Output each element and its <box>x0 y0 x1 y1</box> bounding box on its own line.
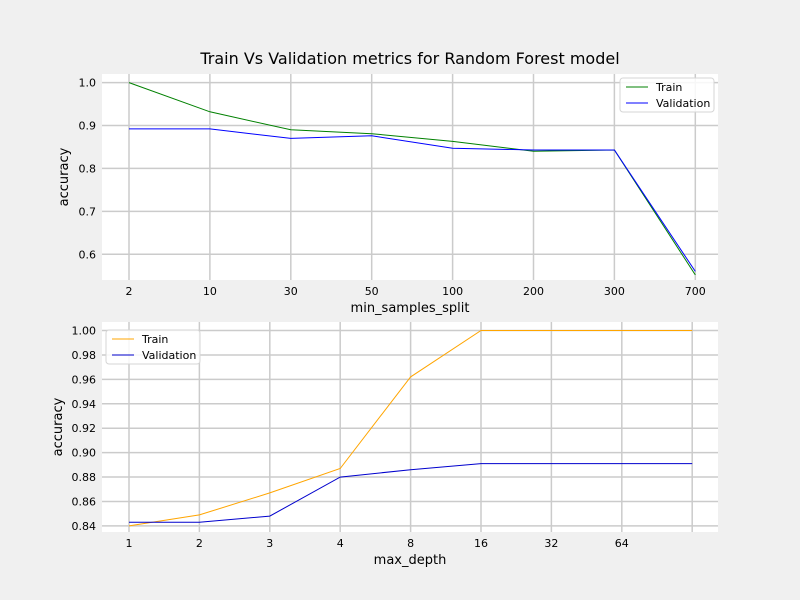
x-tick-label: 10 <box>203 285 217 298</box>
legend: Train Validation <box>105 329 201 365</box>
y-tick-label: 0.9 <box>79 120 97 133</box>
x-tick-label: 32 <box>544 537 558 550</box>
chart-max-depth: 0.84 0.86 0.88 0.90 0.92 0.94 0.96 0.98 1.00 1 2 3 4… <box>51 322 718 568</box>
y-axis-label: accuracy <box>57 147 72 206</box>
series-line-validation <box>129 128 696 272</box>
legend-label: Train <box>141 333 168 346</box>
x-tick-label: 200 <box>523 285 544 298</box>
plot-area <box>102 74 718 280</box>
chart-min-samples-split: 0.6 0.7 0.8 0.9 1.0 2 10 30 50 100 200 300 700 min_sa… <box>57 74 718 316</box>
x-tick-label: 700 <box>685 285 706 298</box>
y-tick-label: 0.7 <box>79 205 97 218</box>
x-tick-label: 4 <box>337 537 344 550</box>
legend-label: Validation <box>142 349 196 362</box>
x-tick-label: 300 <box>604 285 625 298</box>
y-tick-label: 0.84 <box>72 520 97 533</box>
y-axis-label: accuracy <box>51 397 66 456</box>
legend-label: Train <box>655 81 682 94</box>
legend: Train Validation <box>619 77 715 113</box>
x-tick-label: 2 <box>196 537 203 550</box>
x-tick-label: 64 <box>615 537 629 550</box>
x-tick-label: 2 <box>126 285 133 298</box>
y-tick-label: 0.92 <box>72 422 97 435</box>
y-tick-label: 0.90 <box>72 447 97 460</box>
x-tick-label: 50 <box>365 285 379 298</box>
y-tick-label: 0.96 <box>72 373 97 386</box>
series-line-validation <box>129 463 693 523</box>
x-tick-label: 1 <box>126 537 133 550</box>
y-tick-label: 0.86 <box>72 495 97 508</box>
x-tick-label: 3 <box>266 537 273 550</box>
y-tick-label: 1.0 <box>79 77 97 90</box>
x-axis-label: min_samples_split <box>351 301 470 316</box>
series-line-train <box>128 330 693 527</box>
y-tick-label: 0.8 <box>79 162 97 175</box>
chart-title: Train Vs Validation metrics for Random F… <box>199 49 619 68</box>
x-tick-label: 100 <box>442 285 463 298</box>
y-tick-label: 1.00 <box>72 325 97 338</box>
x-tick-label: 8 <box>407 537 414 550</box>
legend-label: Validation <box>656 97 710 110</box>
y-tick-label: 0.94 <box>72 398 97 411</box>
x-axis-label: max_depth <box>374 553 447 568</box>
y-tick-label: 0.6 <box>79 248 97 261</box>
y-tick-label: 0.88 <box>72 471 97 484</box>
x-tick-label: 16 <box>474 537 488 550</box>
x-tick-label: 30 <box>284 285 298 298</box>
y-tick-label: 0.98 <box>72 349 97 362</box>
